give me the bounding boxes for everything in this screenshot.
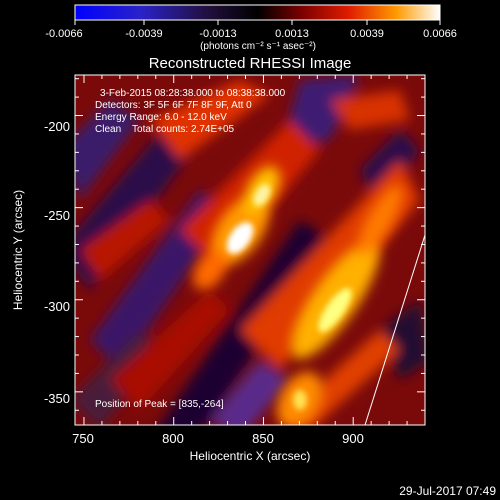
solar-limb-line — [364, 234, 425, 425]
colorbar-tick-label: 0.0039 — [350, 28, 384, 40]
annotation-energy-range: Energy Range: 6.0 - 12.0 keV — [95, 112, 227, 123]
y-tick-label: -250 — [44, 208, 70, 223]
colorbar-tick-label: -0.0066 — [45, 28, 82, 40]
x-axis-label: Heliocentric X (arcsec) — [190, 449, 311, 463]
y-tick-label: -350 — [44, 391, 70, 406]
colorbar-frame — [74, 4, 441, 21]
colorbar-tick-label: -0.0039 — [125, 28, 162, 40]
colorbar-gradient — [75, 5, 440, 20]
colorbar: -0.0066 -0.0039 -0.0013 0.0013 0.0039 0.… — [45, 4, 457, 52]
plot-title: Reconstructed RHESSI Image — [149, 55, 352, 72]
footer-timestamp: 29-Jul-2017 07:49 — [399, 484, 496, 498]
annotation-time-range: 3-Feb-2015 08:28:38.000 to 08:38:38.000 — [100, 88, 286, 99]
axis-ticks — [75, 75, 426, 425]
colorbar-tick-label: 0.0066 — [423, 28, 457, 40]
y-axis-label: Heliocentric Y (arcsec) — [11, 190, 25, 310]
colorbar-tick-label: 0.0013 — [275, 28, 309, 40]
heatmap-image — [75, 75, 425, 425]
x-tick-label: 850 — [252, 431, 274, 446]
colorbar-tick-marks — [74, 20, 441, 25]
y-tick-label: -300 — [44, 299, 70, 314]
x-tick-label: 750 — [72, 431, 94, 446]
annotation-clean-counts: Clean Total counts: 2.74E+05 — [95, 124, 235, 135]
annotation-detectors: Detectors: 3F 5F 6F 7F 8F 9F, Att 0 — [95, 100, 252, 111]
x-tick-label: 900 — [342, 431, 364, 446]
colorbar-tick-label: -0.0013 — [199, 28, 236, 40]
plot-frame — [74, 74, 426, 426]
y-tick-label: -200 — [44, 119, 70, 134]
x-tick-label: 800 — [162, 431, 184, 446]
colorbar-units-label: (photons cm⁻² s⁻¹ asec⁻²) — [200, 41, 316, 52]
annotation-peak-position: Position of Peak = [835,-264] — [95, 399, 224, 410]
